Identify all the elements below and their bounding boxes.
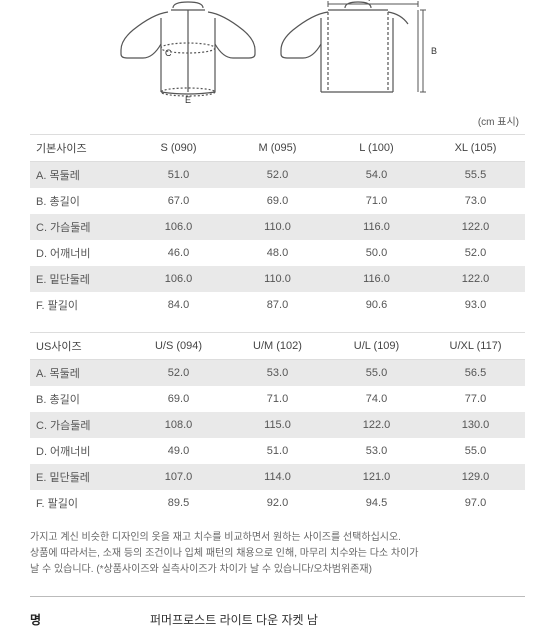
table-cell: 84.0 [129, 292, 228, 318]
table-header-cell: XL (105) [426, 135, 525, 162]
table-cell: A. 목둘레 [30, 162, 129, 189]
table-cell: C. 가슴둘레 [30, 412, 129, 438]
table-cell: 90.6 [327, 292, 426, 318]
table-cell: 122.0 [327, 412, 426, 438]
size-table-basic: 기본사이즈S (090)M (095)L (100)XL (105) A. 목둘… [30, 134, 525, 318]
table-header-cell: US사이즈 [30, 333, 129, 360]
table-cell: B. 총길이 [30, 386, 129, 412]
table-cell: 116.0 [327, 214, 426, 240]
table-cell: 122.0 [426, 266, 525, 292]
table-cell: C. 가슴둘레 [30, 214, 129, 240]
table-header-cell: 기본사이즈 [30, 135, 129, 162]
table-cell: 49.0 [129, 438, 228, 464]
table-row: A. 목둘레51.052.054.055.5 [30, 162, 525, 189]
table-row: A. 목둘레52.053.055.056.5 [30, 360, 525, 387]
table-cell: 89.5 [129, 490, 228, 516]
table-cell: 108.0 [129, 412, 228, 438]
table-cell: 52.0 [129, 360, 228, 387]
table-cell: 53.0 [327, 438, 426, 464]
table-cell: 67.0 [129, 188, 228, 214]
table-cell: 115.0 [228, 412, 327, 438]
table-cell: 55.0 [426, 438, 525, 464]
table-cell: 51.0 [228, 438, 327, 464]
table-cell: 130.0 [426, 412, 525, 438]
note-line: 가지고 계신 비슷한 디자인의 옷을 재고 치수를 비교하면서 원하는 사이즈를… [30, 530, 525, 546]
table-cell: F. 팔길이 [30, 292, 129, 318]
table-cell: 71.0 [228, 386, 327, 412]
table-cell: E. 밑단둘레 [30, 464, 129, 490]
table-row: E. 밑단둘레107.0114.0121.0129.0 [30, 464, 525, 490]
table-cell: 114.0 [228, 464, 327, 490]
table-cell: 74.0 [327, 386, 426, 412]
table-cell: 54.0 [327, 162, 426, 189]
table-row: F. 팔길이89.592.094.597.0 [30, 490, 525, 516]
product-name-row: 명 퍼머프로스트 라이트 다운 자켓 남 [30, 611, 525, 628]
table-cell: 97.0 [426, 490, 525, 516]
table-cell: 55.0 [327, 360, 426, 387]
diagram-label-f: F [368, 0, 374, 3]
table-row: D. 어깨너비49.051.053.055.0 [30, 438, 525, 464]
table-cell: 87.0 [228, 292, 327, 318]
table-cell: 53.0 [228, 360, 327, 387]
table-cell: 122.0 [426, 214, 525, 240]
product-name: 퍼머프로스트 라이트 다운 자켓 남 [150, 611, 318, 628]
table-row: B. 총길이69.071.074.077.0 [30, 386, 525, 412]
diagram-label-e: E [185, 95, 191, 105]
diagram-label-b: B [431, 46, 437, 56]
table-cell: D. 어깨너비 [30, 438, 129, 464]
table-cell: 69.0 [228, 188, 327, 214]
table-cell: 110.0 [228, 214, 327, 240]
table-cell: 77.0 [426, 386, 525, 412]
table-cell: A. 목둘레 [30, 360, 129, 387]
table-cell: D. 어깨너비 [30, 240, 129, 266]
note-line: 날 수 있습니다. (*상품사이즈와 실측사이즈가 차이가 날 수 있습니다/오… [30, 562, 525, 578]
unit-label: (cm 표시) [30, 113, 519, 128]
table-row: D. 어깨너비46.048.050.052.0 [30, 240, 525, 266]
table-cell: 94.5 [327, 490, 426, 516]
table-cell: 71.0 [327, 188, 426, 214]
table-cell: 129.0 [426, 464, 525, 490]
table-cell: 69.0 [129, 386, 228, 412]
table-cell: 56.5 [426, 360, 525, 387]
table-row: B. 총길이67.069.071.073.0 [30, 188, 525, 214]
table-cell: F. 팔길이 [30, 490, 129, 516]
table-cell: 48.0 [228, 240, 327, 266]
section-divider [30, 596, 525, 597]
note-line: 상품에 따라서는, 소재 등의 조건이나 입체 패턴의 채용으로 인해, 마무리… [30, 546, 525, 562]
table-cell: 55.5 [426, 162, 525, 189]
table-cell: 110.0 [228, 266, 327, 292]
table-row: E. 밑단둘레106.0110.0116.0122.0 [30, 266, 525, 292]
table-cell: 116.0 [327, 266, 426, 292]
table-cell: 46.0 [129, 240, 228, 266]
table-cell: 51.0 [129, 162, 228, 189]
table-cell: 73.0 [426, 188, 525, 214]
size-note: 가지고 계신 비슷한 디자인의 옷을 재고 치수를 비교하면서 원하는 사이즈를… [30, 530, 525, 578]
table-header-cell: M (095) [228, 135, 327, 162]
table-cell: B. 총길이 [30, 188, 129, 214]
diagram-label-c: C [165, 48, 172, 58]
table-row: F. 팔길이84.087.090.693.0 [30, 292, 525, 318]
table-cell: 106.0 [129, 214, 228, 240]
table-cell: 52.0 [228, 162, 327, 189]
table-cell: 92.0 [228, 490, 327, 516]
table-cell: E. 밑단둘레 [30, 266, 129, 292]
product-label: 명 [30, 611, 60, 628]
table-cell: 93.0 [426, 292, 525, 318]
size-table-us: US사이즈U/S (094)U/M (102)U/L (109)U/XL (11… [30, 332, 525, 516]
table-row: C. 가슴둘레108.0115.0122.0130.0 [30, 412, 525, 438]
table-header-cell: U/S (094) [129, 333, 228, 360]
table-header-cell: S (090) [129, 135, 228, 162]
table-cell: 107.0 [129, 464, 228, 490]
table-header-cell: U/XL (117) [426, 333, 525, 360]
table-header-cell: L (100) [327, 135, 426, 162]
table-header-cell: U/L (109) [327, 333, 426, 360]
table-row: C. 가슴둘레106.0110.0116.0122.0 [30, 214, 525, 240]
table-header-cell: U/M (102) [228, 333, 327, 360]
table-cell: 106.0 [129, 266, 228, 292]
table-cell: 52.0 [426, 240, 525, 266]
jacket-diagram: C E [30, 0, 525, 105]
table-cell: 121.0 [327, 464, 426, 490]
table-cell: 50.0 [327, 240, 426, 266]
